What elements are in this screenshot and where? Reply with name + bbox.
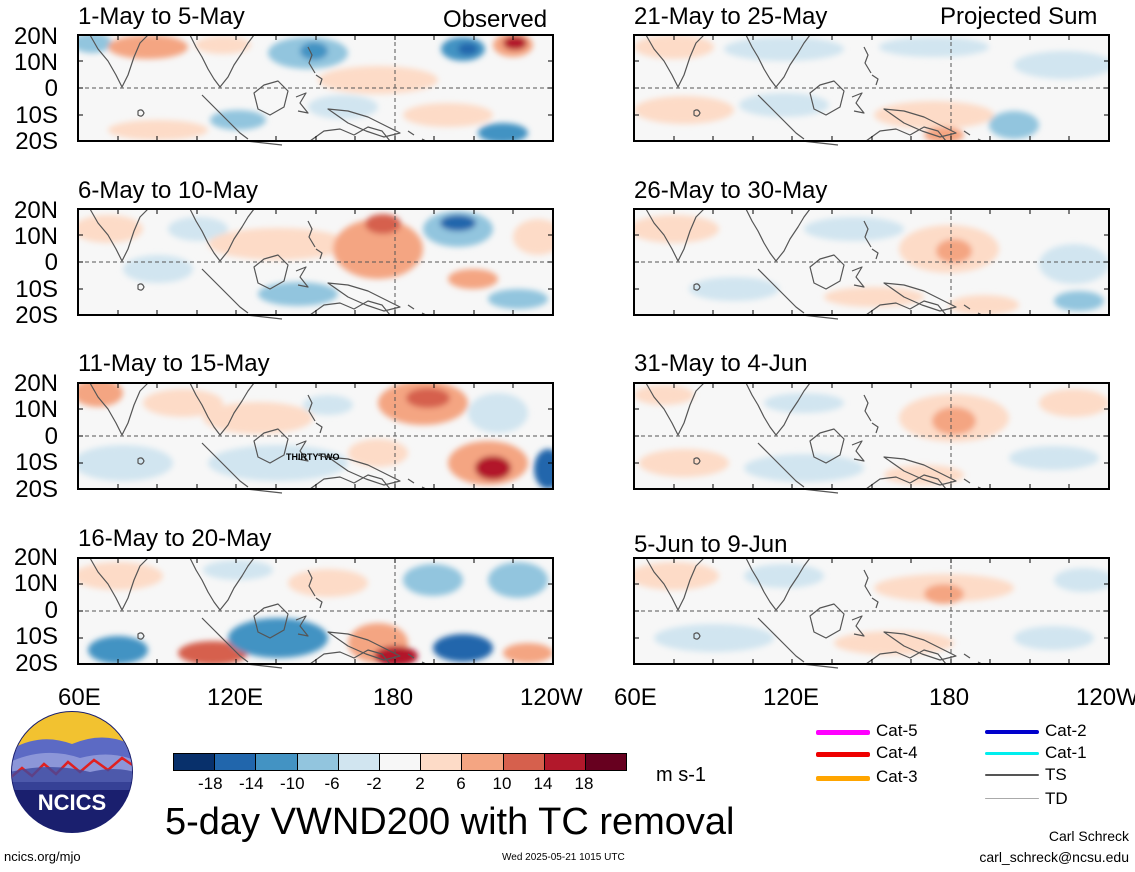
lon-label: 60E [58, 684, 101, 711]
lat-label: 10N [13, 396, 58, 423]
colorbar-tick: -6 [324, 774, 340, 793]
panel-title-2: 6-May to 10-May [78, 177, 259, 204]
colorbar-segment [379, 754, 422, 770]
lon-label: 120W [1076, 684, 1135, 711]
observed-label: Observed [443, 6, 548, 33]
lon-label: 120E [207, 684, 264, 711]
lat-label: 20S [15, 302, 58, 329]
lat-label: 20S [15, 128, 58, 155]
panel-title-8: 5-Jun to 9-Jun [634, 531, 788, 558]
colorbar-tick: 14 [533, 774, 553, 793]
colorbar-segment [338, 754, 380, 770]
map-panel-8 [633, 557, 1110, 669]
author-email: carl_schreck@ncsu.edu [979, 849, 1129, 865]
map-panels: THIRTYTWO [77, 34, 1110, 669]
map-panel-6 [633, 208, 1110, 320]
lat-label: 20N [13, 197, 58, 224]
legend-line [816, 776, 870, 781]
lat-label: 10N [13, 49, 58, 76]
panel-title-1: 1-May to 5-May [78, 3, 245, 30]
storm-label: THIRTYTWO [286, 452, 340, 462]
legend-label: Cat-2 [1045, 721, 1087, 740]
colorbar-tick: 10 [492, 774, 512, 793]
logo-text: NCICS [38, 790, 106, 815]
legend-label: TD [1045, 789, 1068, 808]
legend-label: Cat-1 [1045, 743, 1087, 762]
colorbar-segment [174, 754, 216, 770]
panel-title-7: 31-May to 4-Jun [634, 350, 808, 377]
colorbar-segment [256, 754, 298, 770]
lat-label: 10S [15, 449, 58, 476]
legend-line [816, 730, 870, 735]
lon-label: 180 [929, 684, 970, 711]
colorbar-segment [503, 754, 545, 770]
lon-label: 60E [614, 684, 657, 711]
lat-label: 10S [15, 102, 58, 129]
map-panel-4 [77, 557, 554, 669]
lat-label: 20S [15, 650, 58, 677]
lon-label: 180 [373, 684, 414, 711]
colorbar-tick: -10 [280, 774, 305, 793]
timestamp: Wed 2025-05-21 1015 UTC [502, 852, 625, 863]
legend-label: TS [1045, 765, 1067, 784]
lat-label: 20N [13, 370, 58, 397]
legend-label: Cat-3 [876, 767, 918, 786]
author-name: Carl Schreck [1048, 828, 1129, 844]
lat-label: 0 [44, 75, 58, 102]
projected-sum-label: Projected Sum [940, 3, 1098, 30]
lon-label: 120W [520, 684, 583, 711]
colorbar-segment [215, 754, 257, 770]
map-panel-1 [77, 34, 554, 146]
lat-label: 10N [13, 570, 58, 597]
legend-label: Cat-5 [876, 721, 918, 740]
legend-line [816, 752, 870, 757]
colorbar-segment [297, 754, 339, 770]
map-panel-2 [77, 208, 554, 320]
lat-label: 0 [44, 423, 58, 450]
lat-label: 20S [15, 476, 58, 503]
colorbar-units: m s-1 [656, 764, 706, 786]
lat-label: 10S [15, 276, 58, 303]
legend-line [985, 752, 1039, 755]
colorbar-tick: -2 [366, 774, 382, 793]
panel-title-4: 16-May to 20-May [78, 525, 272, 552]
colorbar-segment [585, 754, 627, 770]
colorbar-segment [421, 754, 463, 770]
legend-label: Cat-4 [876, 743, 918, 762]
colorbar-tick: 18 [574, 774, 594, 793]
lat-label: 10S [15, 623, 58, 650]
colorbar [173, 753, 627, 771]
map-panel-7 [633, 382, 1110, 494]
lat-label: 0 [44, 249, 58, 276]
lat-label: 0 [44, 597, 58, 624]
legend-line [985, 730, 1039, 734]
lat-label: 20N [13, 23, 58, 50]
panel-title-6: 26-May to 30-May [634, 177, 828, 204]
lon-label: 120E [763, 684, 820, 711]
panel-title-5: 21-May to 25-May [634, 3, 828, 30]
legend-line [985, 774, 1039, 776]
colorbar-segment [544, 754, 586, 770]
lat-label: 10N [13, 223, 58, 250]
ncics-logo: NCICS [11, 711, 133, 833]
map-panel-3: THIRTYTWO [77, 382, 554, 494]
site-url: ncics.org/mjo [4, 849, 81, 864]
colorbar-tick: -14 [239, 774, 264, 793]
colorbar-tick: 2 [415, 774, 425, 793]
colorbar-segment [462, 754, 504, 770]
map-panel-5 [633, 34, 1110, 146]
colorbar-tick: -18 [198, 774, 223, 793]
lat-label: 20N [13, 544, 58, 571]
panel-title-3: 11-May to 15-May [78, 350, 270, 377]
figure-title: 5-day VWND200 with TC removal [165, 801, 735, 843]
legend-line [985, 798, 1039, 799]
colorbar-tick: 6 [456, 774, 466, 793]
